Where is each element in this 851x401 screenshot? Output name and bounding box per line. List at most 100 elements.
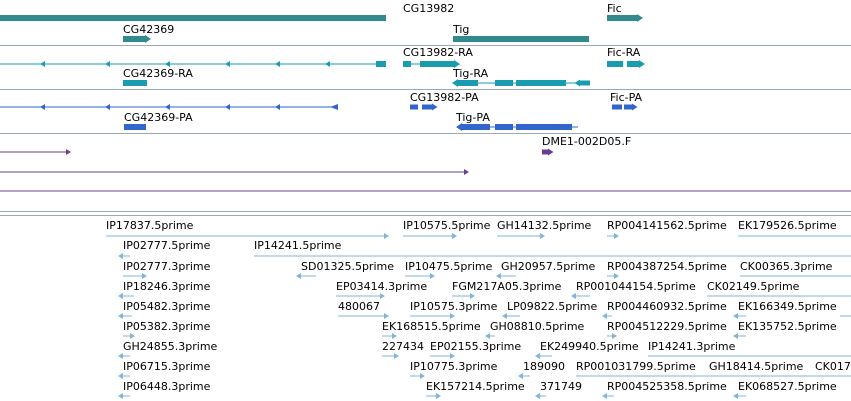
transcript-exon[interactable] xyxy=(580,80,590,86)
gene-glyph-fic[interactable] xyxy=(607,15,637,21)
arrow-icon xyxy=(548,148,554,156)
est-label[interactable]: IP10775.3prime xyxy=(410,360,498,373)
arrow-icon xyxy=(380,293,385,299)
arrow-icon xyxy=(142,273,147,279)
est-label[interactable]: EK249940.5prime xyxy=(540,340,639,353)
transcript-label-cg42369-ra[interactable]: CG42369-RA xyxy=(123,67,193,80)
track-separator xyxy=(0,89,851,90)
est-label[interactable]: EP03414.3prime xyxy=(336,280,428,293)
est-label[interactable]: IP10575.3prime xyxy=(410,300,498,313)
gene-label-cg13982[interactable]: CG13982 xyxy=(403,2,455,15)
gene-label-cg42369[interactable]: CG42369 xyxy=(123,23,175,36)
est-label[interactable]: EK166349.5prime xyxy=(738,300,837,313)
est-label[interactable]: 371749 xyxy=(540,380,582,393)
transcript-exon[interactable] xyxy=(627,61,639,67)
arrow-icon xyxy=(535,393,540,399)
est-label[interactable]: EK168515.5prime xyxy=(382,320,481,333)
est-label[interactable]: GH18414.5prime xyxy=(709,360,804,373)
protein-label-cg13982-pa[interactable]: CG13982-PA xyxy=(410,91,479,104)
est-label[interactable]: IP02777.5prime xyxy=(123,239,211,252)
est-label[interactable]: GH20957.5prime xyxy=(501,260,596,273)
arrow-icon xyxy=(733,313,738,319)
protein-exon[interactable] xyxy=(612,104,622,110)
est-label[interactable]: 189090 xyxy=(523,360,565,373)
est-label[interactable]: IP10575.5prime xyxy=(403,219,491,232)
est-label[interactable]: 227434 xyxy=(382,340,424,353)
est-label[interactable]: SD01325.5prime xyxy=(301,260,394,273)
track-separator xyxy=(0,133,851,134)
est-label[interactable]: RP004387254.5prime xyxy=(607,260,727,273)
est-label[interactable]: RP001044154.5prime xyxy=(576,280,696,293)
arrow-icon xyxy=(118,373,123,379)
arrow-icon xyxy=(602,313,607,319)
arrow-icon xyxy=(450,353,455,359)
transcript-exon[interactable] xyxy=(403,61,411,67)
protein-exon[interactable] xyxy=(410,104,418,110)
est-label[interactable]: IP17837.5prime xyxy=(106,219,194,232)
arrow-icon xyxy=(384,313,389,319)
est-label[interactable]: RP004141562.5prime xyxy=(607,219,727,232)
est-label[interactable]: IP14241.5prime xyxy=(254,239,342,252)
protein-exon[interactable] xyxy=(124,124,146,130)
est-label[interactable]: CK02149.5prime xyxy=(707,280,800,293)
transcript-exon[interactable] xyxy=(607,61,623,67)
arrow-icon xyxy=(496,273,501,279)
est-label[interactable]: LP09822.5prime xyxy=(507,300,598,313)
transcript-exon[interactable] xyxy=(420,61,454,67)
protein-exon[interactable] xyxy=(462,124,490,130)
arrow-icon xyxy=(118,313,123,319)
est-label[interactable]: EK179526.5prime xyxy=(738,219,837,232)
transcript-exon[interactable] xyxy=(495,80,513,86)
est-label[interactable]: IP10475.5prime xyxy=(405,260,493,273)
est-label[interactable]: IP02777.3prime xyxy=(123,260,211,273)
protein-label-cg42369-pa[interactable]: CG42369-PA xyxy=(124,111,193,124)
est-label[interactable]: 480067 xyxy=(338,300,380,313)
arrow-icon xyxy=(452,79,458,87)
protein-exon[interactable] xyxy=(422,104,432,110)
est-label[interactable]: RP001031799.5prime xyxy=(576,360,696,373)
transcript-label-cg13982-ra[interactable]: CG13982-RA xyxy=(403,46,473,59)
est-label[interactable]: GH24855.3prime xyxy=(123,340,218,353)
est-label[interactable]: CK00365.3prime xyxy=(740,260,833,273)
protein-label-tig-pa[interactable]: Tig-PA xyxy=(456,111,490,124)
gene-label-fic[interactable]: Fic xyxy=(607,2,622,15)
gene-glyph-tig[interactable] xyxy=(453,36,589,42)
est-label[interactable]: GH14132.5prime xyxy=(497,219,592,232)
est-label[interactable]: IP05382.3prime xyxy=(123,320,211,333)
transcript-exon[interactable] xyxy=(123,80,147,86)
est-label[interactable]: RP004525358.5prime xyxy=(607,380,727,393)
est-label[interactable]: EK157214.5prime xyxy=(426,380,525,393)
est-label[interactable]: EP02155.3prime xyxy=(430,340,522,353)
est-label[interactable]: RP004460932.5prime xyxy=(607,300,727,313)
est-label[interactable]: CK017 xyxy=(815,360,851,373)
clone-glyph[interactable] xyxy=(542,149,548,155)
est-label[interactable]: IP18246.3prime xyxy=(123,280,211,293)
est-label[interactable]: IP14241.3prime xyxy=(648,340,736,353)
protein-exon[interactable] xyxy=(624,104,632,110)
est-label[interactable]: IP05482.3prime xyxy=(123,300,211,313)
arrow-icon xyxy=(394,353,399,359)
est-label[interactable]: EK135752.5prime xyxy=(738,320,837,333)
est-label[interactable]: IP06448.3prime xyxy=(123,380,211,393)
est-label[interactable]: EK068527.5prime xyxy=(738,380,837,393)
arrow-icon xyxy=(518,373,523,379)
transcript-exon[interactable] xyxy=(458,80,478,86)
gene-label-tig[interactable]: Tig xyxy=(453,23,470,36)
arrow-icon xyxy=(275,61,280,67)
gene-glyph-cg42369[interactable] xyxy=(123,36,145,42)
protein-exon[interactable] xyxy=(516,124,572,130)
clone-label-dme1-002d05[interactable]: DME1-002D05.F xyxy=(542,135,632,148)
protein-exon[interactable] xyxy=(495,124,513,130)
est-label[interactable]: FGM217A05.3prime xyxy=(452,280,562,293)
est-label[interactable]: RP004512229.5prime xyxy=(607,320,727,333)
est-label[interactable]: GH08810.5prime xyxy=(490,320,585,333)
arrow-icon xyxy=(430,273,435,279)
protein-label-fic-pa[interactable]: Fic-PA xyxy=(610,91,643,104)
arrow-icon xyxy=(456,123,462,131)
transcript-label-tig-ra[interactable]: Tig-RA xyxy=(453,67,489,80)
transcript-label-fic-ra[interactable]: Fic-RA xyxy=(607,46,641,59)
est-label[interactable]: IP06715.3prime xyxy=(123,360,211,373)
transcript-exon[interactable] xyxy=(376,61,386,67)
transcript-exon[interactable] xyxy=(516,80,566,86)
gene-glyph-cg13982-region[interactable] xyxy=(0,15,386,21)
